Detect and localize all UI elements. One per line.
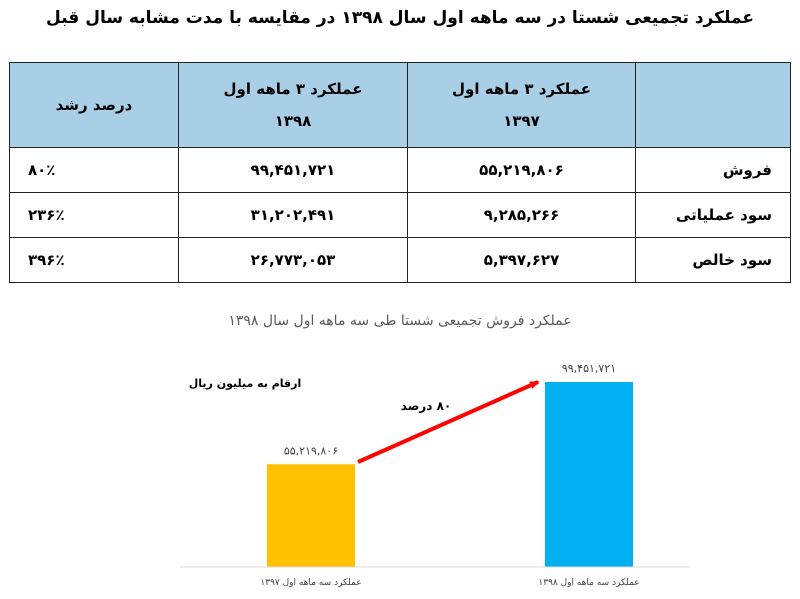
operating-profit-1397: ۹,۲۸۵,۲۶۶	[407, 192, 636, 238]
row-label-operating-profit: سود عملیاتی	[635, 192, 791, 238]
net-profit-1398: ۲۶,۷۷۳,۰۵۳	[178, 237, 408, 283]
operating-profit-1398: ۳۱,۲۰۲,۴۹۱	[178, 192, 408, 238]
header-empty	[635, 62, 791, 148]
summary-table: عملکرد ۳ ماهه اول ۱۳۹۷ عملکرد ۳ ماهه اول…	[9, 62, 791, 283]
table-row: سود عملیاتی ۹,۲۸۵,۲۶۶ ۳۱,۲۰۲,۴۹۱ ۲۳۶٪	[9, 192, 791, 238]
category-label-0: عملکرد سه ماهه اول ۱۳۹۷	[260, 578, 361, 588]
row-label-net-profit: سود خالص	[635, 237, 791, 283]
header-1397-line1: عملکرد ۳ ماهه اول	[452, 80, 591, 98]
bar-value-label-1: ۹۹,۴۵۱,۷۲۱	[562, 362, 616, 375]
chart-title: عملکرد فروش تجمیعی شستا طی سه ماهه اول س…	[228, 313, 572, 329]
row-label-sales: فروش	[635, 147, 791, 193]
header-1398: عملکرد ۳ ماهه اول ۱۳۹۸	[178, 62, 408, 148]
header-1398-line2: ۱۳۹۸	[274, 112, 312, 130]
sales-1397: ۵۵,۲۱۹,۸۰۶	[407, 147, 636, 193]
header-1397-line2: ۱۳۹۷	[503, 112, 540, 130]
header-1397: عملکرد ۳ ماهه اول ۱۳۹۷	[407, 62, 636, 148]
unit-note: ارقام به میلیون ریال	[189, 377, 302, 390]
category-label-1: عملکرد سه ماهه اول ۱۳۹۸	[538, 578, 639, 588]
table-row: سود خالص ۵,۳۹۷,۶۲۷ ۲۶,۷۷۳,۰۵۳ ۳۹۶٪	[9, 237, 791, 283]
bar-value-label-0: ۵۵,۲۱۹,۸۰۶	[284, 444, 338, 457]
table-row: فروش ۵۵,۲۱۹,۸۰۶ ۹۹,۴۵۱,۷۲۱ ۸۰٪	[9, 147, 791, 193]
operating-profit-growth: ۲۳۶٪	[9, 192, 179, 238]
growth-annotation: ۸۰ درصد	[401, 399, 451, 413]
growth-arrow	[357, 380, 540, 464]
page-title: عملکرد تجمیعی شستا در سه ماهه اول سال ۱۳…	[46, 8, 754, 28]
table-header-row: عملکرد ۳ ماهه اول ۱۳۹۷ عملکرد ۳ ماهه اول…	[9, 62, 791, 148]
header-growth: درصد رشد	[9, 62, 179, 148]
bar-1	[545, 382, 633, 567]
sales-bar-chart: ارقام به میلیون ریال ۵۵,۲۱۹,۸۰۶ عملکرد سه…	[180, 362, 690, 588]
sales-1398: ۹۹,۴۵۱,۷۲۱	[178, 147, 408, 193]
sales-growth: ۸۰٪	[9, 147, 179, 193]
net-profit-1397: ۵,۳۹۷,۶۲۷	[407, 237, 636, 283]
bar-0	[267, 464, 355, 567]
net-profit-growth: ۳۹۶٪	[9, 237, 179, 283]
header-1398-line1: عملکرد ۳ ماهه اول	[223, 80, 363, 98]
